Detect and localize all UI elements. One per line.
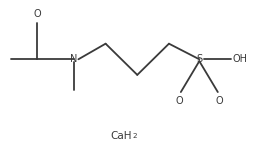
Text: S: S (196, 54, 202, 64)
Text: O: O (33, 9, 41, 19)
Text: O: O (215, 96, 223, 106)
Text: $\mathregular{_2}$: $\mathregular{_2}$ (132, 131, 138, 141)
Text: N: N (70, 54, 78, 64)
Text: O: O (176, 96, 183, 106)
Text: CaH: CaH (111, 131, 132, 141)
Text: OH: OH (232, 54, 247, 64)
